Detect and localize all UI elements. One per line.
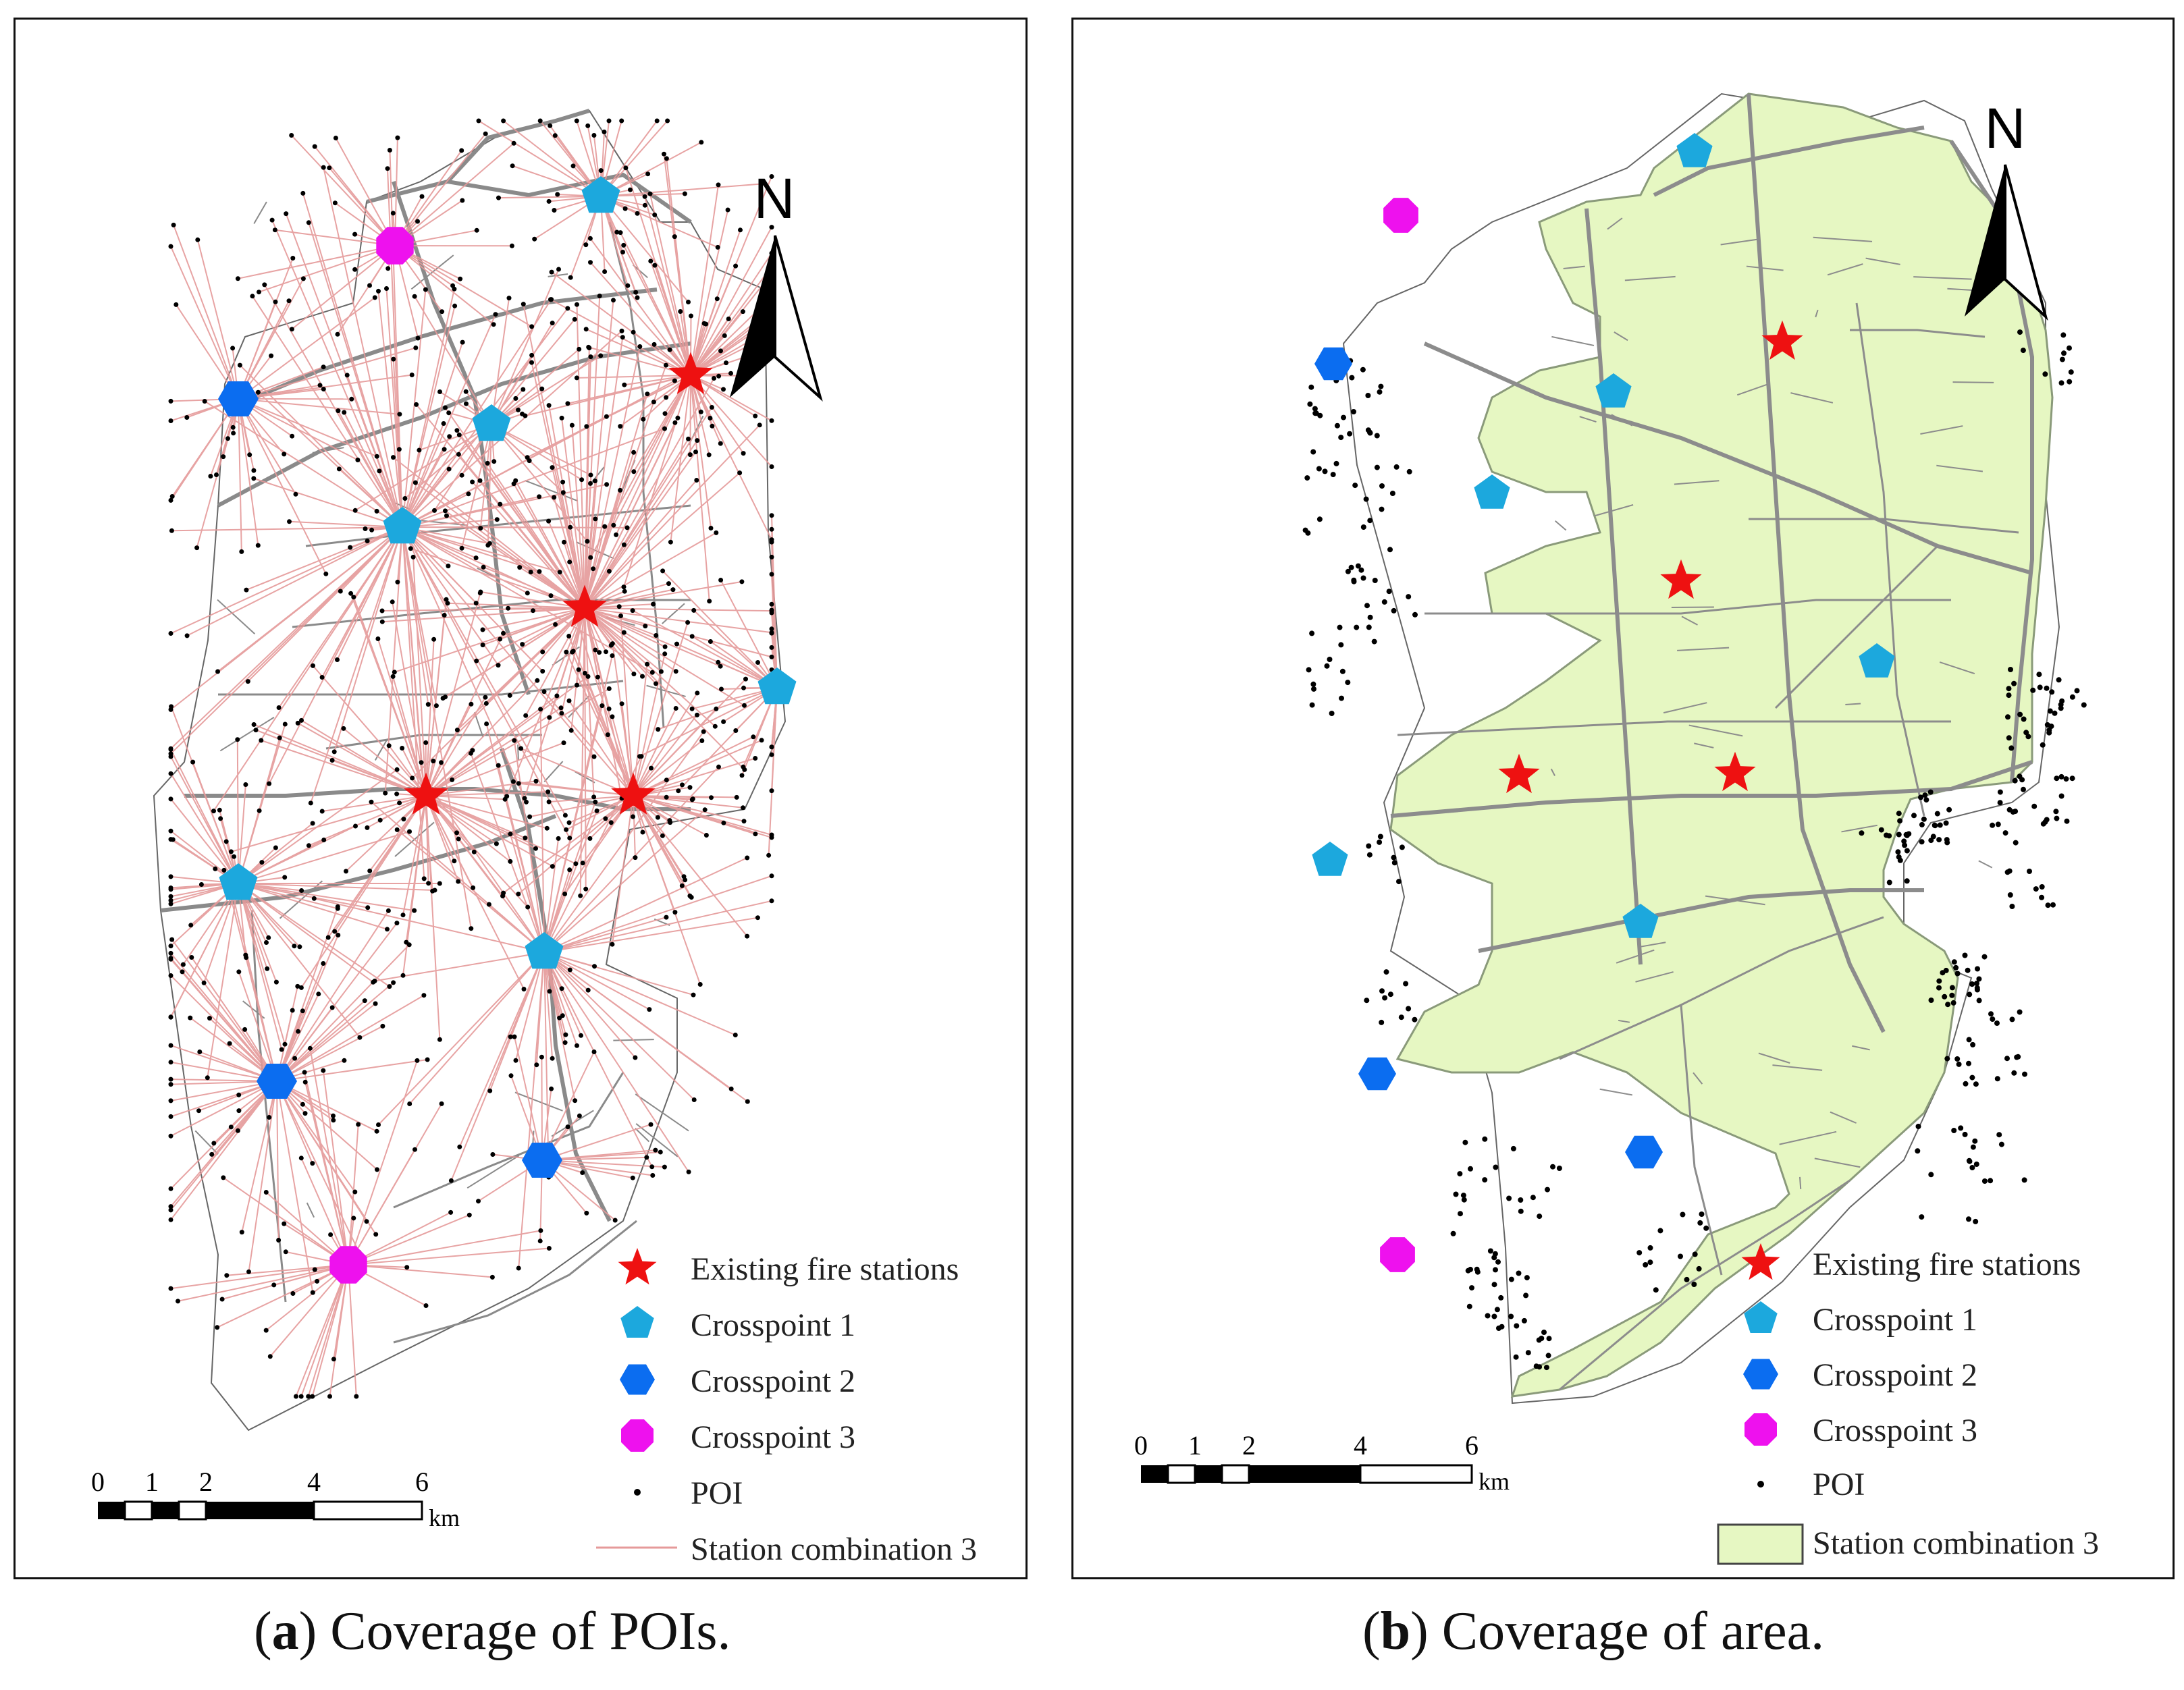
legend-item-crosspoint-3: Crosspoint 3 xyxy=(621,1419,855,1455)
legend-item-crosspoint-1: Crosspoint 1 xyxy=(1744,1301,1977,1338)
pentagon-symbol xyxy=(1312,842,1348,876)
octagon-symbol xyxy=(376,227,414,265)
scale-bar-segments xyxy=(1141,1464,1473,1484)
pentagon-symbol xyxy=(525,932,564,969)
octagon-symbol xyxy=(1380,1237,1415,1272)
svg-text:POI: POI xyxy=(691,1475,743,1511)
svg-text:2: 2 xyxy=(199,1467,213,1497)
poi-points xyxy=(1302,329,2087,1371)
star-symbol xyxy=(1761,320,1803,360)
star-symbol xyxy=(562,584,607,627)
map-canvas-b: N Existing fire stations Crosspoint 1 Cr… xyxy=(1134,92,2099,1565)
legend: Existing fire stations Crosspoint 1 Cros… xyxy=(596,1248,977,1567)
svg-text:Station combination 3: Station combination 3 xyxy=(1813,1525,2099,1561)
road-network xyxy=(1390,93,2034,1391)
caption-a: (a) Coverage of POIs. xyxy=(254,1602,731,1661)
caption-b: (b) Coverage of area. xyxy=(1362,1602,1825,1661)
svg-text:km: km xyxy=(429,1504,460,1531)
svg-text:Crosspoint 2: Crosspoint 2 xyxy=(691,1363,855,1399)
pentagon-symbol xyxy=(1622,904,1659,938)
legend-item-station-combination: Station combination 3 xyxy=(1717,1523,2099,1565)
scale-bar-segments xyxy=(98,1500,423,1521)
svg-text:4: 4 xyxy=(1354,1430,1367,1461)
octagon-symbol xyxy=(1383,198,1418,233)
caption-letter: b xyxy=(1380,1602,1411,1661)
legend-item-crosspoint-1: Crosspoint 1 xyxy=(620,1306,855,1343)
pentagon-symbol xyxy=(581,176,620,213)
scale-bar: 0 1 2 4 6 km xyxy=(91,1467,460,1531)
legend-item-crosspoint-2: Crosspoint 2 xyxy=(1743,1357,1977,1393)
svg-text:Crosspoint 3: Crosspoint 3 xyxy=(1813,1413,1977,1448)
coverage-area xyxy=(1389,92,2054,1398)
svg-text:0: 0 xyxy=(1134,1430,1148,1461)
map-panel-poi-coverage: N Existing fire stations Crosspoint 1 Cr… xyxy=(14,18,1028,1579)
hexagon-symbol xyxy=(1314,347,1352,381)
svg-text:Crosspoint 1: Crosspoint 1 xyxy=(1813,1302,1977,1338)
caption-text: Coverage of POIs. xyxy=(317,1602,731,1661)
svg-text:1: 1 xyxy=(145,1467,159,1497)
svg-text:km: km xyxy=(1479,1468,1510,1495)
caption-letter: a xyxy=(271,1602,299,1661)
svg-text:N: N xyxy=(754,167,795,230)
hexagon-symbol xyxy=(218,381,259,416)
pentagon-symbol xyxy=(1474,474,1510,509)
legend-item-crosspoint-2: Crosspoint 2 xyxy=(620,1363,855,1399)
svg-text:N: N xyxy=(1985,97,2026,160)
hexagon-symbol xyxy=(1625,1135,1663,1169)
north-arrow: N xyxy=(730,167,823,402)
star-symbol xyxy=(668,352,713,394)
svg-text:0: 0 xyxy=(91,1467,105,1497)
legend: Existing fire stations Crosspoint 1 Cros… xyxy=(1717,1243,2099,1565)
scale-bar: 0 1 2 4 6 km xyxy=(1134,1430,1510,1495)
svg-text:POI: POI xyxy=(1813,1467,1865,1502)
station-symbols xyxy=(218,176,797,1284)
north-arrow: N xyxy=(1965,97,2048,321)
pentagon-symbol xyxy=(383,507,422,544)
legend-item-existing-stations: Existing fire stations xyxy=(618,1248,959,1287)
station-symbols xyxy=(1312,133,1895,1272)
star-symbol xyxy=(1498,753,1540,794)
svg-text:Existing fire stations: Existing fire stations xyxy=(691,1251,959,1287)
map-panel-area-coverage: N Existing fire stations Crosspoint 1 Cr… xyxy=(1071,18,2175,1579)
octagon-symbol xyxy=(329,1246,367,1284)
hexagon-symbol xyxy=(1358,1057,1396,1091)
svg-text:6: 6 xyxy=(1465,1430,1479,1461)
legend-item-station-combination: Station combination 3 xyxy=(596,1531,977,1567)
svg-text:Existing fire stations: Existing fire stations xyxy=(1813,1247,2081,1282)
svg-text:6: 6 xyxy=(415,1467,429,1497)
svg-text:1: 1 xyxy=(1188,1430,1202,1461)
svg-text:Station combination 3: Station combination 3 xyxy=(691,1531,977,1567)
star-symbol xyxy=(1714,751,1756,792)
hexagon-symbol xyxy=(257,1064,297,1099)
legend-item-crosspoint-3: Crosspoint 3 xyxy=(1744,1413,1977,1448)
star-symbol xyxy=(1660,559,1702,599)
legend-item-poi: POI xyxy=(634,1475,743,1511)
svg-text:Crosspoint 2: Crosspoint 2 xyxy=(1813,1357,1977,1393)
map-canvas-a: N Existing fire stations Crosspoint 1 Cr… xyxy=(91,109,977,1567)
pentagon-symbol xyxy=(1859,643,1895,678)
hexagon-symbol xyxy=(522,1143,562,1178)
legend-item-existing-stations: Existing fire stations xyxy=(1741,1243,2081,1282)
pentagon-symbol xyxy=(757,667,797,705)
svg-text:4: 4 xyxy=(307,1467,321,1497)
caption-text: Coverage of area. xyxy=(1428,1602,1825,1661)
poi-points xyxy=(168,118,774,1399)
svg-text:2: 2 xyxy=(1242,1430,1256,1461)
pentagon-symbol xyxy=(1595,373,1632,408)
pentagon-symbol xyxy=(1676,133,1713,167)
legend-item-poi: POI xyxy=(1757,1467,1865,1502)
star-symbol xyxy=(611,772,656,815)
svg-text:Crosspoint 3: Crosspoint 3 xyxy=(691,1419,855,1455)
pentagon-symbol xyxy=(472,404,511,441)
svg-text:Crosspoint 1: Crosspoint 1 xyxy=(691,1307,855,1343)
star-symbol xyxy=(404,772,448,815)
pentagon-symbol xyxy=(219,863,258,900)
